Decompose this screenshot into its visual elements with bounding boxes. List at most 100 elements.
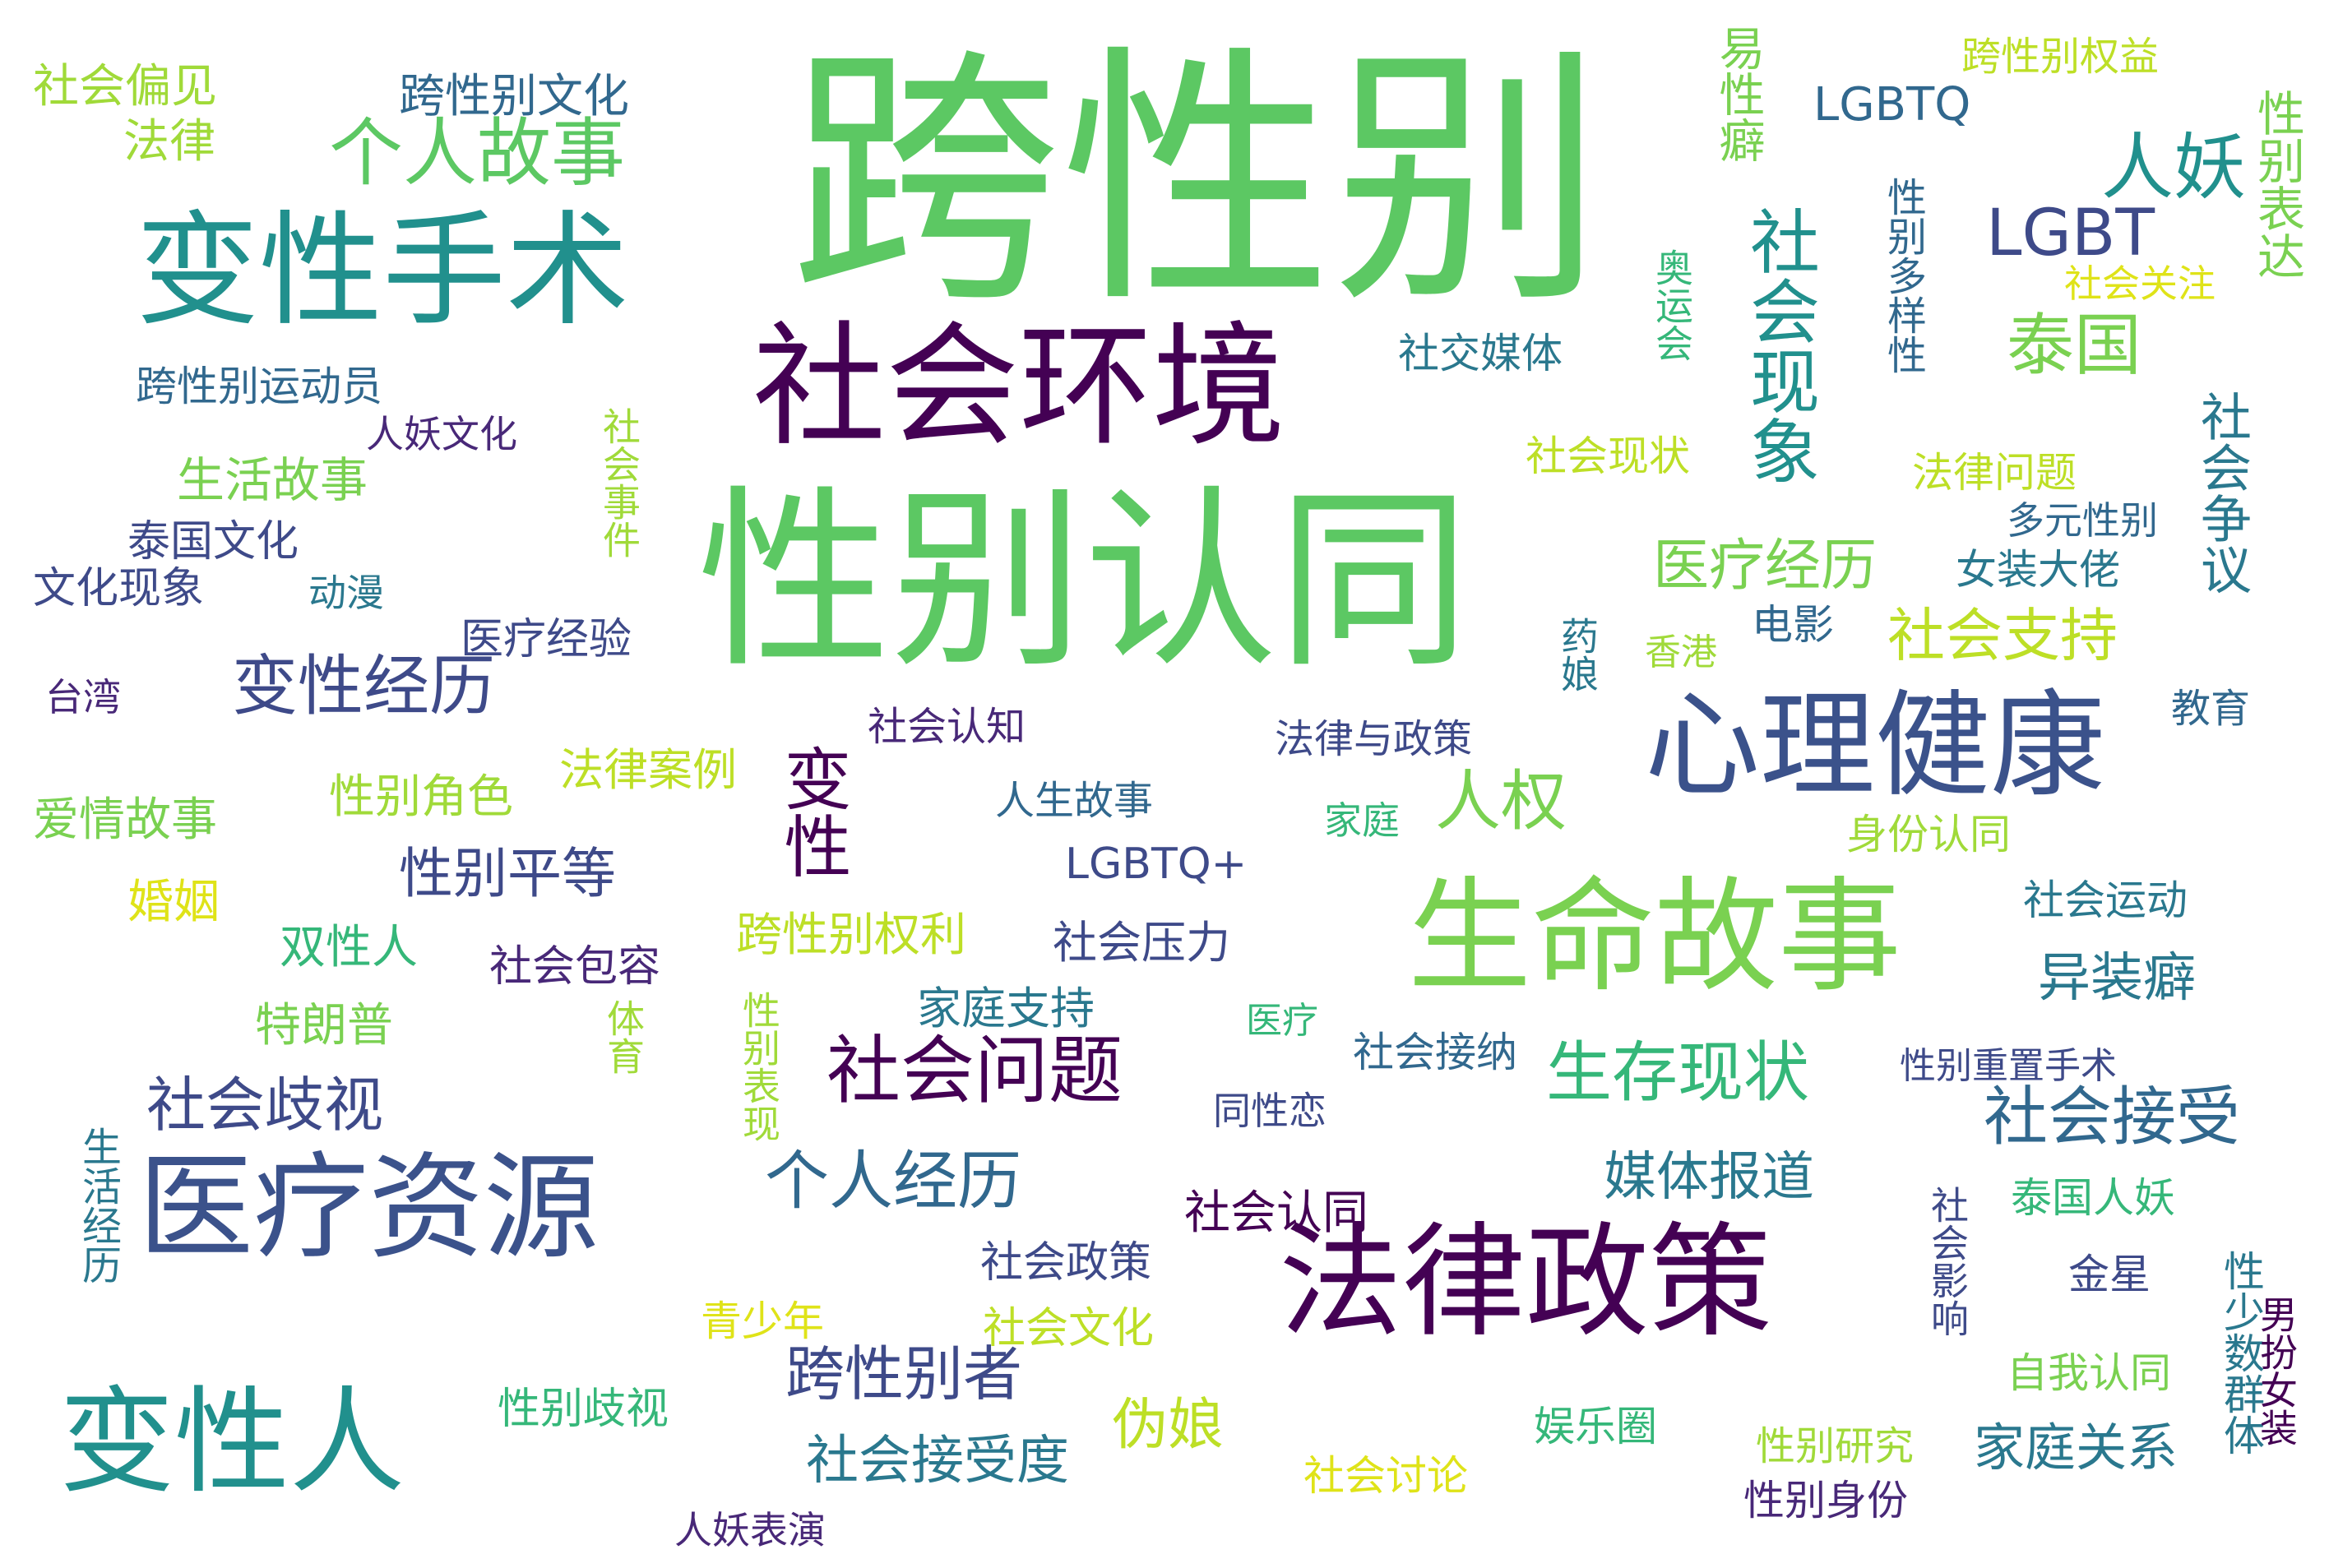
cloud-word: 动漫 <box>308 571 384 615</box>
cloud-word: 双性人 <box>280 921 418 974</box>
cloud-word: 心理健康 <box>1645 679 2106 813</box>
cloud-word: 人妖文化 <box>366 412 517 456</box>
cloud-word: 香港 <box>1645 631 1717 673</box>
cloud-word: 个人经历 <box>765 1145 1022 1219</box>
cloud-word: 社会认知 <box>868 704 1026 750</box>
cloud-word: 生活经历 <box>75 1126 121 1284</box>
cloud-word: 文化现象 <box>33 564 205 613</box>
cloud-word: 法律问题 <box>1912 449 2077 497</box>
cloud-word: 生活故事 <box>177 452 368 508</box>
cloud-word: 多元性别 <box>2007 498 2158 543</box>
cloud-word: 个人故事 <box>329 110 625 197</box>
cloud-word: 性别身份 <box>1743 1477 1908 1524</box>
cloud-word: 教育 <box>2171 686 2251 732</box>
cloud-word: 性别角色 <box>329 770 513 824</box>
cloud-word: 社会压力 <box>1053 917 1230 969</box>
cloud-word: 台湾 <box>45 675 121 719</box>
cloud-word: 泰国人妖 <box>2011 1174 2175 1222</box>
cloud-word: 性少数群体 <box>2217 1250 2265 1455</box>
cloud-word: 社会影响 <box>1925 1186 1970 1337</box>
cloud-word: 变性手术 <box>136 200 630 343</box>
cloud-word: 身份认同 <box>1846 811 2011 858</box>
cloud-word: 跨性别权利 <box>736 909 966 962</box>
cloud-word: 性别重置手术 <box>1900 1045 2117 1087</box>
cloud-word: 社会环境 <box>752 310 1285 465</box>
cloud-word: 伪娘 <box>1112 1393 1225 1458</box>
cloud-word: 性别表现 <box>737 991 781 1142</box>
cloud-word: 自我认同 <box>2007 1349 2171 1397</box>
cloud-word: 法律案例 <box>559 744 737 796</box>
cloud-word: LGBT <box>1986 197 2155 271</box>
cloud-word: 泰国文化 <box>127 517 299 567</box>
cloud-word: 变性 <box>772 744 850 879</box>
cloud-word: 社会歧视 <box>146 1071 384 1140</box>
cloud-word: 家庭关系 <box>1974 1418 2179 1478</box>
cloud-word: LGBTQ+ <box>1065 840 1248 889</box>
cloud-word: 性别平等 <box>399 842 616 905</box>
cloud-word: 社会支持 <box>1887 602 2118 669</box>
cloud-word: 泰国 <box>2007 307 2142 385</box>
cloud-word: 社会接纳 <box>1353 1029 1517 1076</box>
cloud-word: 性别认同 <box>697 469 1470 694</box>
cloud-word: 人妖表演 <box>674 1508 826 1552</box>
cloud-word: 异装癖 <box>2038 948 2196 1009</box>
cloud-word: 跨性别运动员 <box>136 363 382 410</box>
cloud-word: 同性恋 <box>1213 1089 1327 1133</box>
cloud-word: 娱乐圈 <box>1534 1403 1657 1450</box>
cloud-word: 金星 <box>2068 1251 2151 1298</box>
cloud-word: 法律与政策 <box>1275 716 1473 762</box>
cloud-word: LGBTQ <box>1813 78 1971 132</box>
cloud-word: 社会运动 <box>2023 877 2188 924</box>
cloud-word: 生命故事 <box>1408 866 1902 1009</box>
cloud-word: 跨性别 <box>789 23 1604 339</box>
cloud-word: 人生故事 <box>995 778 1154 824</box>
cloud-word: 社会接受度 <box>806 1431 1069 1492</box>
cloud-word: 社会讨论 <box>1303 1452 1468 1500</box>
cloud-word: 婚姻 <box>127 876 220 929</box>
cloud-word: 社会关注 <box>2064 261 2216 306</box>
cloud-word: 家庭 <box>1324 798 1400 843</box>
cloud-word: 跨性别文化 <box>399 70 629 123</box>
cloud-word: 医疗资源 <box>138 1141 600 1275</box>
cloud-word: 爱情故事 <box>33 793 217 847</box>
cloud-word: 法律政策 <box>1279 1211 1773 1354</box>
cloud-word: 易性癖 <box>1711 25 1765 163</box>
cloud-word: 医疗经历 <box>1653 534 1878 599</box>
cloud-word: 社会政策 <box>980 1238 1152 1288</box>
cloud-word: 电影 <box>1752 601 1834 649</box>
cloud-word: 社会偏见 <box>33 60 217 113</box>
cloud-word: 跨性别者 <box>785 1339 1023 1408</box>
cloud-word: 生存现状 <box>1546 1034 1809 1111</box>
cloud-word: 性别歧视 <box>498 1385 669 1434</box>
cloud-word: 社会包容 <box>489 942 661 992</box>
cloud-word: 人妖 <box>2101 125 2247 210</box>
cloud-word: 特朗普 <box>255 999 393 1052</box>
cloud-word: 社交媒体 <box>1398 330 1563 377</box>
cloud-word: 法律 <box>123 115 215 169</box>
cloud-word: 媒体报道 <box>1604 1147 1814 1208</box>
cloud-word: 医疗经验 <box>461 615 632 664</box>
cloud-word: 药娘 <box>1555 617 1600 692</box>
cloud-word: 社会文化 <box>983 1304 1155 1353</box>
cloud-word: 社会问题 <box>826 1028 1123 1114</box>
cloud-word: 男扮女装 <box>2254 1295 2299 1446</box>
cloud-word: 性别多样性 <box>1880 177 1926 374</box>
cloud-word: 社会接受 <box>1984 1080 2241 1154</box>
cloud-word: 女装大佬 <box>1956 546 2120 594</box>
cloud-word: 青少年 <box>701 1297 824 1345</box>
cloud-word: 社会现状 <box>1526 432 1690 480</box>
cloud-word: 社会认同 <box>1184 1186 1368 1240</box>
cloud-word: 社会事件 <box>597 407 641 558</box>
cloud-word: 变性经历 <box>232 648 495 724</box>
cloud-word: 奥运会 <box>1650 248 1694 362</box>
cloud-word: 家庭支持 <box>917 983 1095 1034</box>
cloud-word: 性别研究 <box>1756 1423 1915 1469</box>
cloud-word: 体育 <box>601 999 646 1075</box>
cloud-word: 医疗 <box>1246 1000 1318 1042</box>
cloud-word: 性别表达 <box>2249 89 2305 280</box>
cloud-word: 变性人 <box>59 1376 405 1510</box>
cloud-word: 社会现象 <box>1738 206 1819 485</box>
cloud-word: 社会争议 <box>2192 391 2252 594</box>
cloud-word: 人权 <box>1435 763 1567 840</box>
